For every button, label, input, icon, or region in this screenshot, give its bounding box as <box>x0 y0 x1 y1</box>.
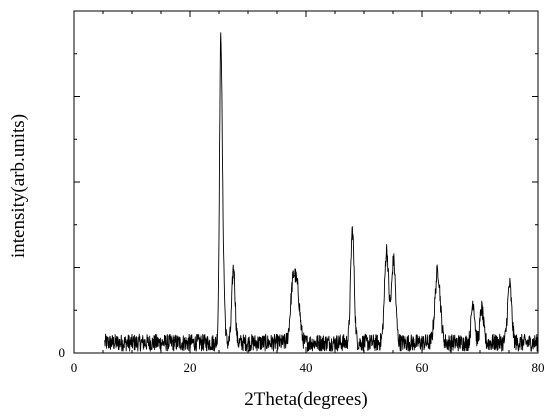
x-axis-ticks <box>73 11 539 353</box>
plot-frame <box>73 10 539 354</box>
x-tick-label: 60 <box>416 360 429 375</box>
x-tick-label: 40 <box>300 360 313 375</box>
x-axis-tick-labels: 0 20 40 60 80 <box>71 360 545 375</box>
x-axis-title: 2Theta(degrees) <box>244 389 367 410</box>
y-axis-ticks <box>74 10 538 354</box>
series-line-0 <box>104 32 539 352</box>
x-tick-label: 0 <box>71 360 78 375</box>
series-layer <box>104 32 539 352</box>
y-axis-title: intensity(arb.units) <box>8 114 29 258</box>
y-tick-label: 0 <box>59 345 66 360</box>
x-tick-label: 80 <box>532 360 545 375</box>
y-axis-tick-labels: 0 <box>59 345 66 360</box>
x-tick-label: 20 <box>184 360 197 375</box>
